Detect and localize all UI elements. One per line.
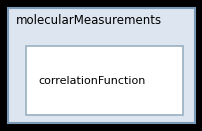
Bar (8, 8, 194, 123)
Text: correlationFunction: correlationFunction (38, 75, 145, 86)
Text: molecularMeasurements: molecularMeasurements (16, 14, 161, 27)
Bar (26, 46, 182, 115)
